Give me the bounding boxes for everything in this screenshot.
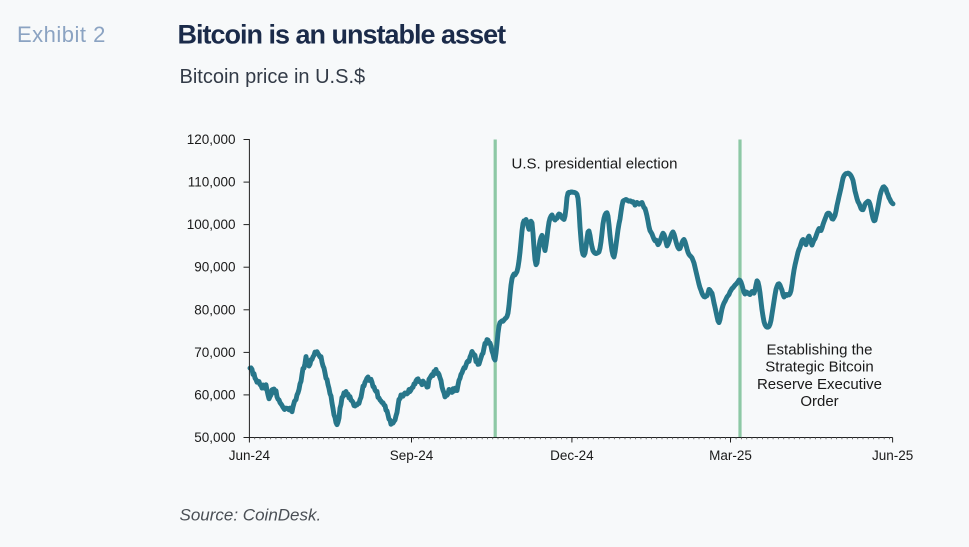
- svg-text:U.S. presidential election: U.S. presidential election: [512, 156, 678, 173]
- svg-text:Sep-24: Sep-24: [390, 448, 434, 463]
- svg-text:Bitcoin is an unstable asset: Bitcoin is an unstable asset: [178, 20, 507, 50]
- svg-text:50,000: 50,000: [194, 430, 235, 445]
- svg-text:Jun-24: Jun-24: [229, 448, 271, 463]
- svg-text:Establishing the: Establishing the: [767, 341, 873, 358]
- svg-text:Reserve Executive: Reserve Executive: [757, 376, 882, 393]
- svg-text:120,000: 120,000: [187, 132, 236, 147]
- svg-text:Mar-25: Mar-25: [709, 448, 752, 463]
- svg-text:90,000: 90,000: [194, 260, 235, 275]
- svg-text:Dec-24: Dec-24: [550, 448, 594, 463]
- svg-text:Exhibit 2: Exhibit 2: [17, 22, 106, 47]
- svg-text:100,000: 100,000: [187, 217, 236, 232]
- svg-text:110,000: 110,000: [188, 175, 236, 190]
- svg-text:60,000: 60,000: [194, 387, 235, 402]
- svg-text:Strategic Bitcoin: Strategic Bitcoin: [765, 359, 873, 376]
- svg-text:70,000: 70,000: [194, 345, 235, 360]
- svg-text:Source: CoinDesk.: Source: CoinDesk.: [180, 506, 322, 525]
- svg-text:Jun-25: Jun-25: [872, 448, 913, 463]
- svg-text:Order: Order: [800, 393, 838, 410]
- svg-text:80,000: 80,000: [194, 302, 235, 317]
- svg-text:Bitcoin price in U.S.$: Bitcoin price in U.S.$: [180, 66, 366, 88]
